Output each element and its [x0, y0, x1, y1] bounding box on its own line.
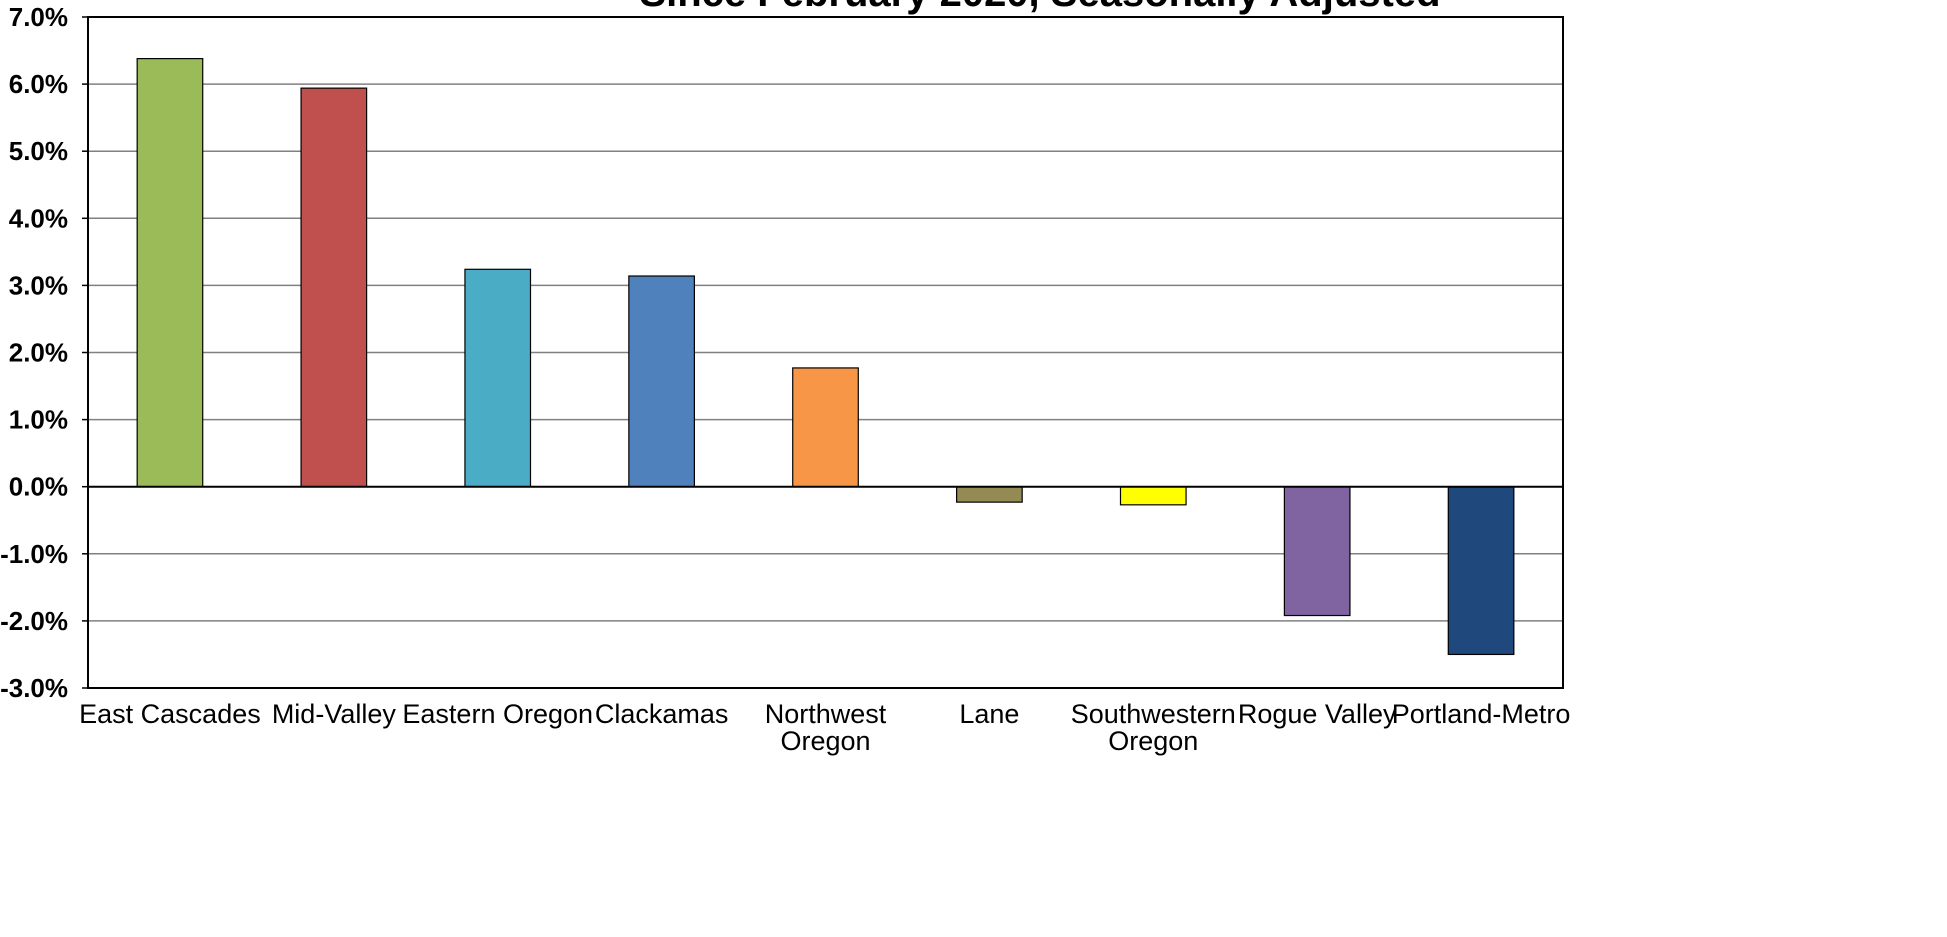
y-tick-labels: 7.0% 6.0% 5.0% 4.0% 3.0% 2.0% 1.0% 0.0% -1.0% -2.…	[0, 2, 68, 703]
y-tick-label: 2.0%	[9, 338, 68, 368]
bar	[956, 486, 1023, 503]
bar	[464, 268, 532, 488]
x-category-label: Lane	[959, 699, 1019, 729]
x-category-label: Portland-Metro	[1392, 699, 1571, 729]
bar	[628, 275, 695, 488]
y-tick-label: 4.0%	[9, 203, 68, 233]
x-category-label: Oregon	[1108, 726, 1198, 756]
x-category-label: Oregon	[780, 726, 870, 756]
bar	[300, 87, 368, 488]
y-tick-label: -1.0%	[0, 539, 68, 569]
x-category-label: Rogue Valley	[1238, 699, 1397, 729]
bar	[136, 58, 204, 488]
y-tick-label: -3.0%	[0, 673, 68, 703]
y-tick-label: 0.0%	[9, 472, 68, 502]
bar	[1447, 486, 1515, 656]
x-category-label: Mid-Valley	[272, 699, 397, 729]
y-tick-label: 7.0%	[9, 2, 68, 32]
x-category-label: Clackamas	[595, 699, 729, 729]
y-tick-label: 5.0%	[9, 136, 68, 166]
bar	[1119, 486, 1187, 506]
x-category-label: Eastern Oregon	[402, 699, 593, 729]
y-tick-label: -2.0%	[0, 606, 68, 636]
axes	[82, 16, 1564, 689]
x-category-label: Southwestern	[1071, 699, 1236, 729]
y-tick-label: 6.0%	[9, 69, 68, 99]
bar	[792, 367, 859, 488]
x-category-label: East Cascades	[79, 699, 261, 729]
y-tick-label: 1.0%	[9, 405, 68, 435]
bars	[136, 58, 1515, 656]
bar	[1283, 486, 1351, 617]
x-category-label: Northwest	[765, 699, 887, 729]
x-category-labels: East Cascades Mid-Valley Eastern Oregon Cla…	[79, 699, 1570, 756]
y-tick-label: 3.0%	[9, 270, 68, 300]
chart-title: Since February 2020, Seasonally Adjusted	[639, 0, 1440, 15]
